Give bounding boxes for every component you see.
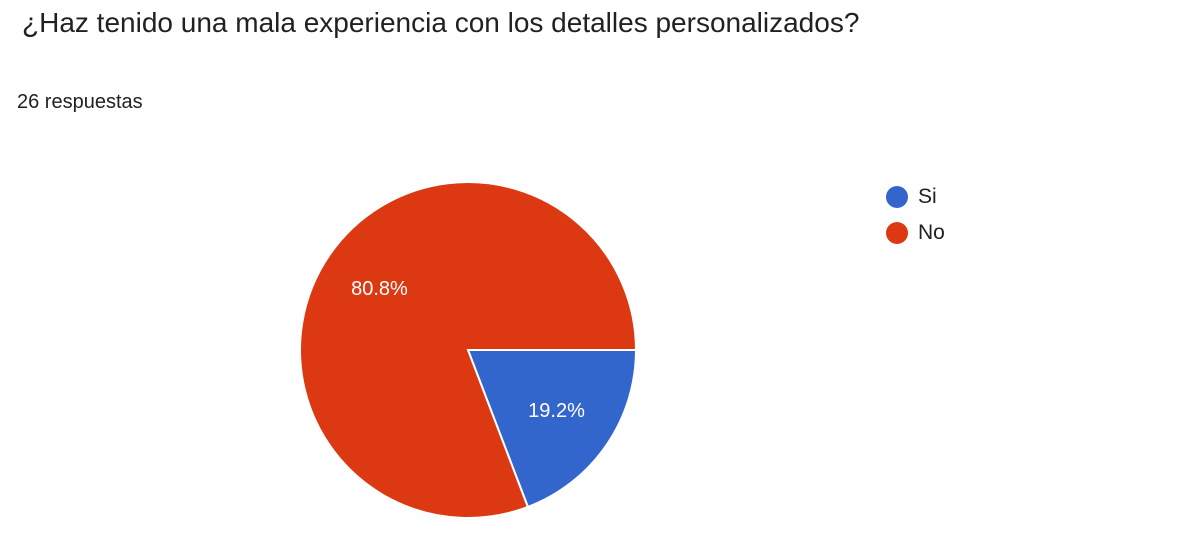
legend: Si No — [886, 179, 945, 251]
legend-item-no[interactable]: No — [886, 215, 945, 251]
slice-label-no: 80.8% — [351, 278, 408, 300]
legend-swatch-no — [886, 222, 908, 244]
legend-swatch-si — [886, 186, 908, 208]
legend-label-no: No — [918, 221, 945, 244]
pie-slice-no[interactable] — [299, 181, 638, 519]
response-count: 26 respuestas — [17, 91, 143, 113]
legend-item-si[interactable]: Si — [886, 179, 945, 215]
pie-slice-si[interactable] — [466, 349, 638, 509]
chart-title: ¿Haz tenido una mala experiencia con los… — [22, 7, 860, 38]
slice-label-si: 19.2% — [528, 400, 585, 422]
legend-label-si: Si — [918, 185, 937, 208]
